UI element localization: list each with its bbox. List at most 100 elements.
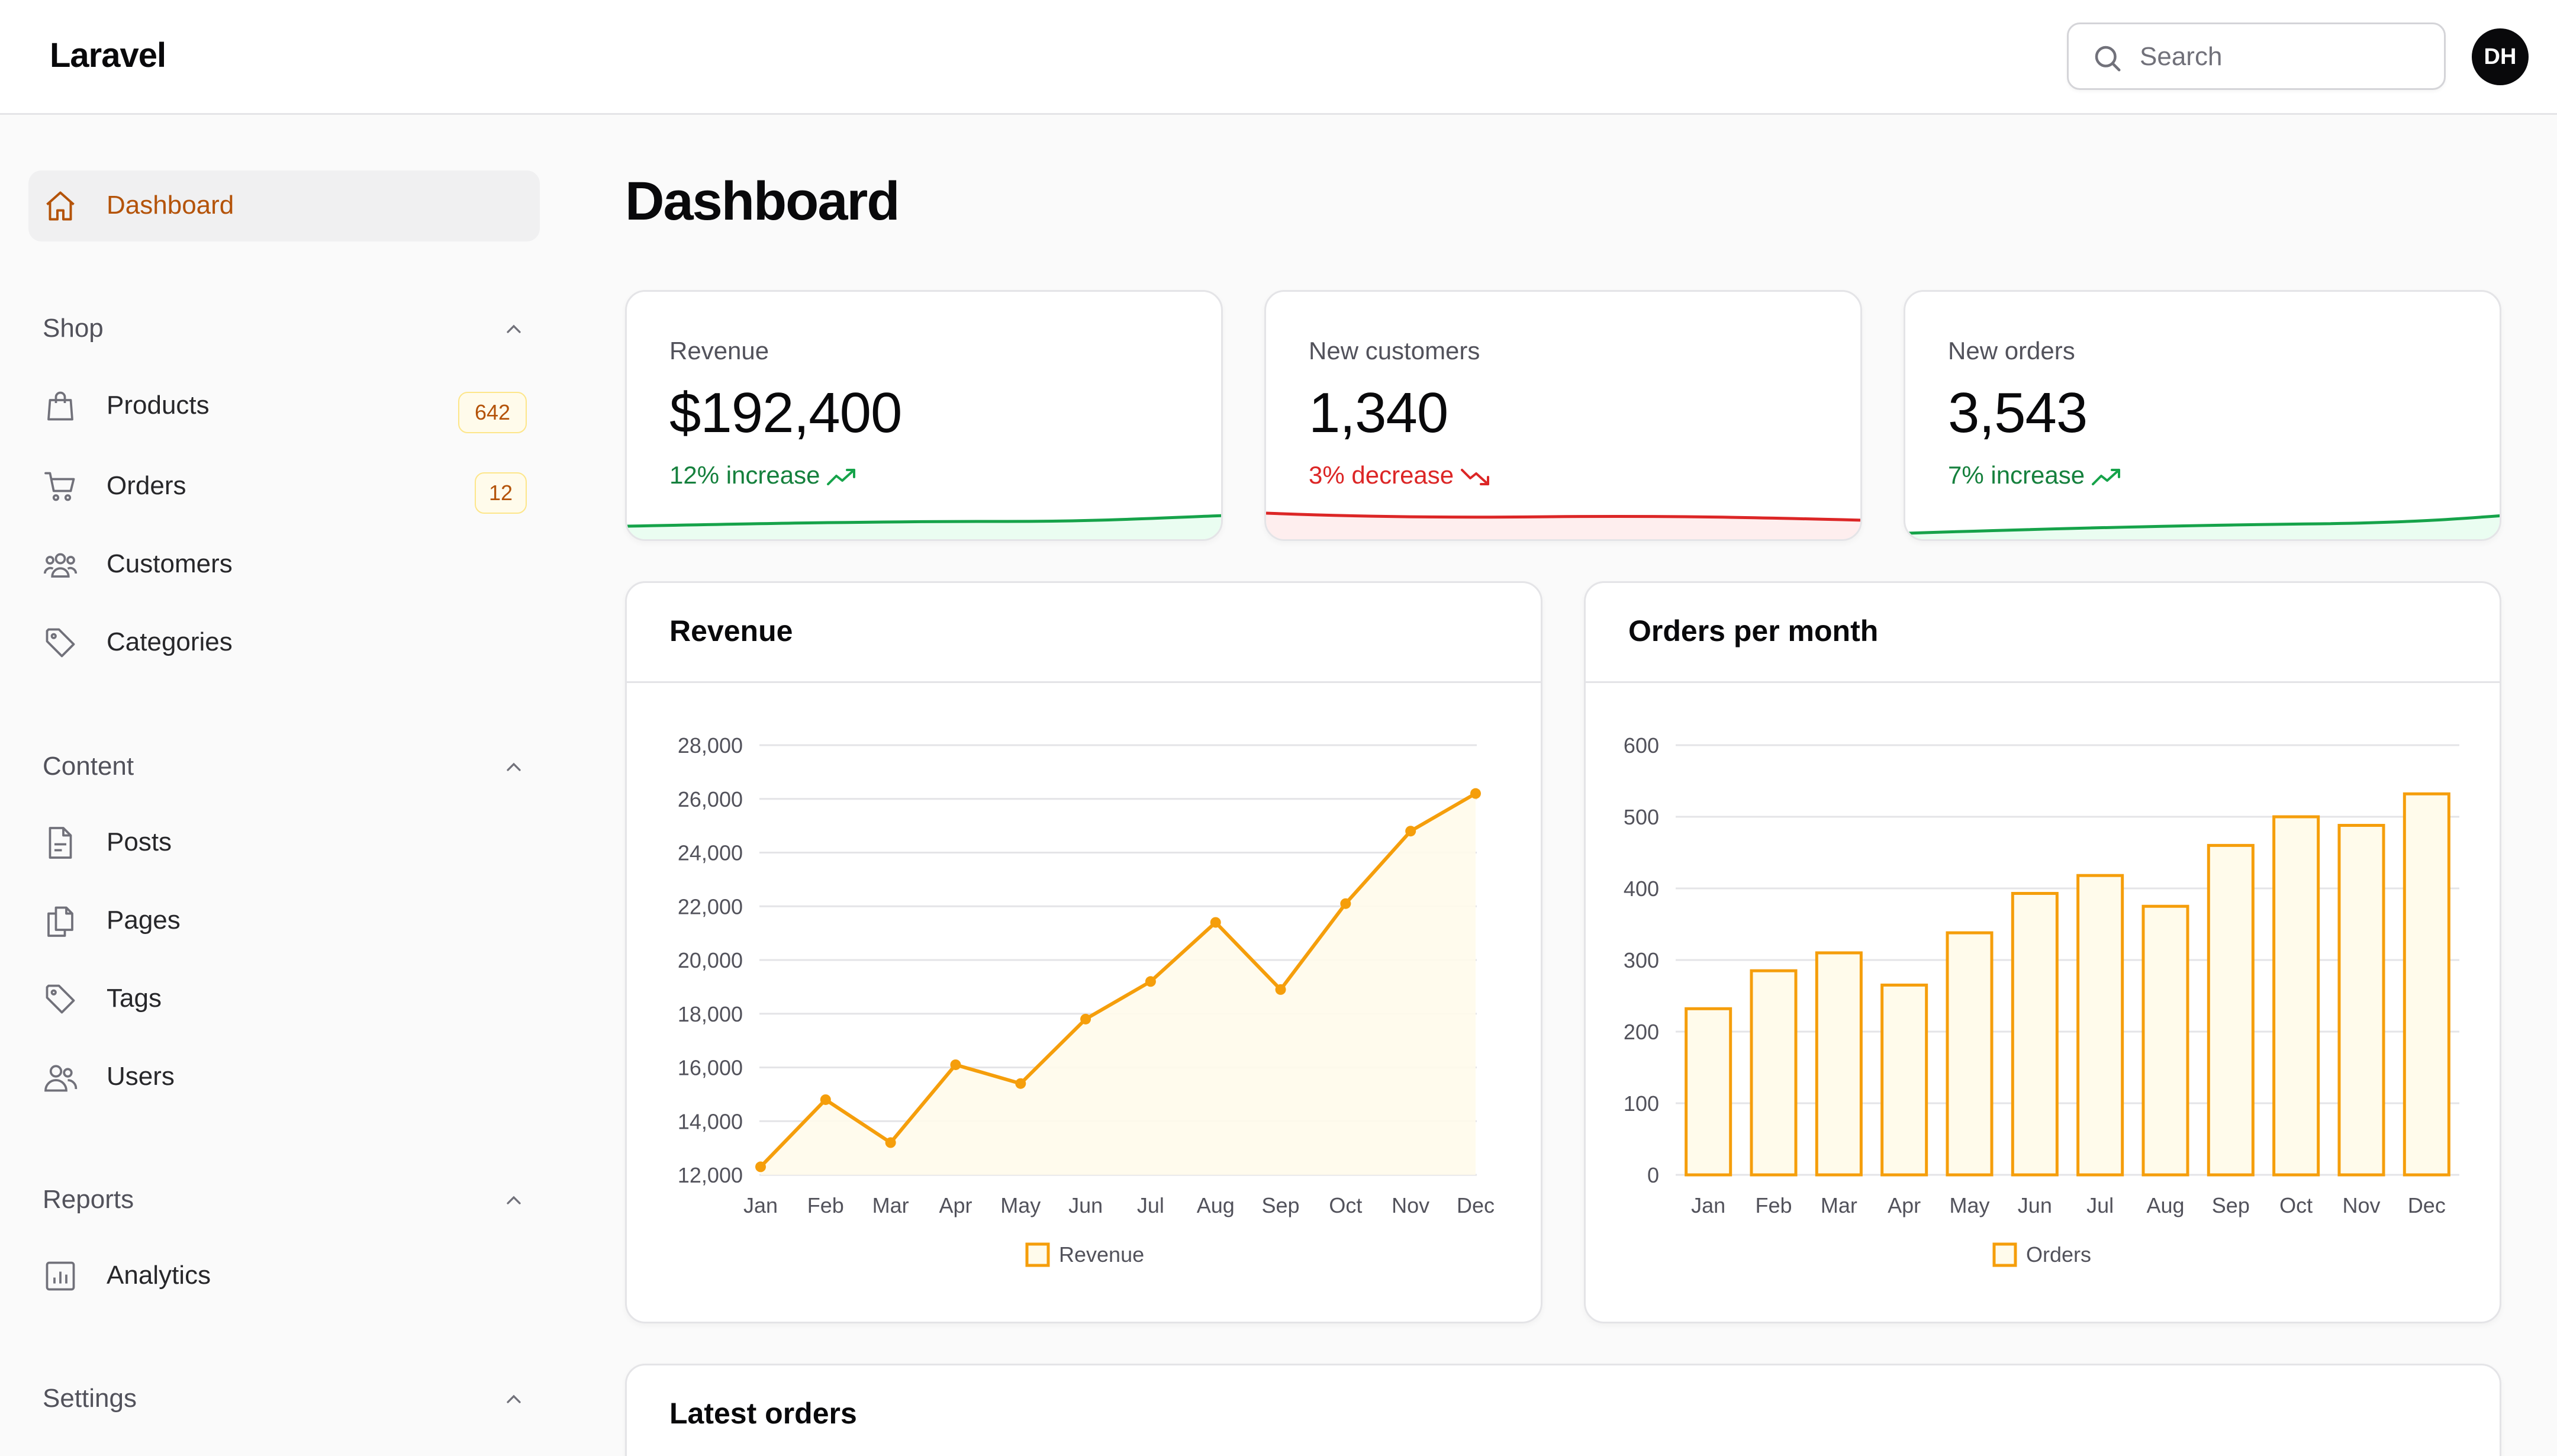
sidebar-item-customers[interactable]: Customers [28, 529, 540, 600]
chart-title: Orders per month [1628, 614, 1879, 648]
stat-trend-label: 12% increase [669, 461, 820, 489]
y-tick-label: 300 [1624, 948, 1659, 972]
chevron-up-icon [507, 324, 521, 333]
sidebar-group-settings[interactable]: Settings [43, 1380, 526, 1416]
sidebar-group-label: Shop [43, 314, 104, 343]
y-tick-label: 200 [1624, 1020, 1659, 1044]
sidebar-item-dashboard[interactable]: Dashboard [28, 170, 540, 241]
x-tick-label: Jan [743, 1193, 778, 1217]
stat-card-new-orders: New orders 3,543 7% increase [1904, 290, 2501, 541]
divider [1586, 681, 2500, 683]
sidebar-group-reports[interactable]: Reports [43, 1181, 526, 1217]
sidebar-item-posts[interactable]: Posts [28, 807, 540, 878]
legend-label: Revenue [1059, 1242, 1144, 1267]
stat-value: 1,340 [1309, 381, 1448, 444]
data-point [755, 1161, 766, 1172]
y-tick-label: 500 [1624, 805, 1659, 829]
sidebar-item-label: Categories [107, 627, 233, 656]
bar [2076, 874, 2124, 1177]
bar [2337, 824, 2385, 1177]
search-input[interactable] [2140, 37, 2424, 76]
chart-card-revenue: Revenue 28,000 26,000 24,000 22,000 20,000 18… [625, 581, 1542, 1323]
section-title: Latest orders [669, 1397, 857, 1430]
stat-trend: 12% increase [669, 461, 859, 489]
x-tick-label: Dec [1457, 1193, 1495, 1217]
count-badge: 12 [475, 472, 527, 514]
count-badge: 642 [458, 392, 527, 433]
bar [1685, 1007, 1732, 1177]
sidebar-item-analytics[interactable]: Analytics [28, 1241, 540, 1312]
users-group-icon [43, 553, 78, 578]
trending-down-icon [1461, 468, 1490, 485]
shopping-bag-icon [47, 391, 73, 421]
trending-up-icon [2092, 468, 2121, 485]
series-line-revenue [759, 792, 1477, 1168]
y-tick-label: 26,000 [678, 787, 743, 811]
y-tick-label: 600 [1624, 733, 1659, 758]
x-tick-label: Aug [1197, 1193, 1235, 1217]
bar [2403, 792, 2450, 1177]
sidebar-item-orders[interactable]: Orders 12 [28, 451, 540, 522]
stat-trend-label: 7% increase [1948, 461, 2085, 489]
sidebar-group-label: Reports [43, 1185, 134, 1214]
sidebar-item-label: Analytics [107, 1261, 211, 1290]
y-tick-label: 20,000 [678, 948, 743, 972]
x-tick-label: Oct [2279, 1193, 2313, 1217]
x-tick-label: Dec [2408, 1193, 2446, 1217]
tag-icon [46, 984, 75, 1014]
sidebar-item-products[interactable]: Products 642 [28, 371, 540, 442]
avatar[interactable]: DH [2472, 28, 2529, 85]
stat-label: New customers [1309, 337, 1480, 365]
area-fill [761, 793, 1476, 1175]
y-tick-label: 0 [1647, 1163, 1659, 1187]
y-tick-label: 16,000 [678, 1056, 743, 1080]
x-tick-label: Jul [2086, 1193, 2114, 1217]
x-tick-label: Jun [1068, 1193, 1103, 1217]
search-box[interactable] [2067, 22, 2446, 90]
page-title: Dashboard [625, 171, 900, 231]
sidebar-item-pages[interactable]: Pages [28, 885, 540, 956]
bar [1750, 969, 1798, 1177]
bar [2141, 904, 2189, 1177]
x-tick-label: Mar [872, 1193, 909, 1217]
y-tick-label: 14,000 [678, 1109, 743, 1133]
data-point [1080, 1013, 1091, 1025]
sidebar-group-shop[interactable]: Shop [43, 310, 526, 346]
stat-label: Revenue [669, 337, 769, 365]
bar [1815, 951, 1863, 1177]
sidebar-group-content[interactable]: Content [43, 748, 526, 784]
legend-label: Orders [2026, 1242, 2091, 1267]
x-tick-label: May [1949, 1193, 1989, 1217]
legend-swatch [1992, 1242, 2017, 1267]
sidebar: Dashboard Shop Products 642 Orders 12 Cu… [0, 115, 568, 1456]
x-tick-label: Nov [2342, 1193, 2380, 1217]
latest-orders-card: Latest orders [625, 1364, 2501, 1456]
documents-icon [47, 906, 73, 937]
bar [2272, 815, 2320, 1177]
y-tick-label: 100 [1624, 1091, 1659, 1116]
brand-logo[interactable]: Laravel [50, 36, 166, 75]
stat-value: 3,543 [1948, 381, 2088, 444]
data-point [885, 1137, 896, 1148]
data-point [950, 1059, 961, 1070]
x-tick-label: Nov [1392, 1193, 1429, 1217]
y-tick-label: 24,000 [678, 841, 743, 865]
bar [2011, 891, 2059, 1177]
y-tick-label: 28,000 [678, 733, 743, 758]
x-tick-label: Jan [1691, 1193, 1725, 1217]
x-tick-label: Aug [2146, 1193, 2184, 1217]
sidebar-item-users[interactable]: Users [28, 1042, 540, 1113]
data-point [1340, 898, 1351, 909]
chart-title: Revenue [669, 614, 793, 648]
stat-trend-label: 3% decrease [1309, 461, 1454, 489]
sidebar-item-label: Tags [107, 984, 162, 1013]
stat-trend: 3% decrease [1309, 461, 1493, 489]
sidebar-item-tags[interactable]: Tags [28, 964, 540, 1035]
orders-bar-chart: 600 500 400 300 200 100 0 Jan Feb Mar Apr May Jun Jul… [1624, 733, 2459, 1267]
sidebar-item-categories[interactable]: Categories [28, 607, 540, 678]
sidebar-item-label: Products [107, 391, 210, 420]
x-tick-label: May [1000, 1193, 1041, 1217]
sparkline-new-customers [1266, 511, 1860, 539]
search-icon [2095, 46, 2121, 72]
y-tick-label: 18,000 [678, 1002, 743, 1026]
